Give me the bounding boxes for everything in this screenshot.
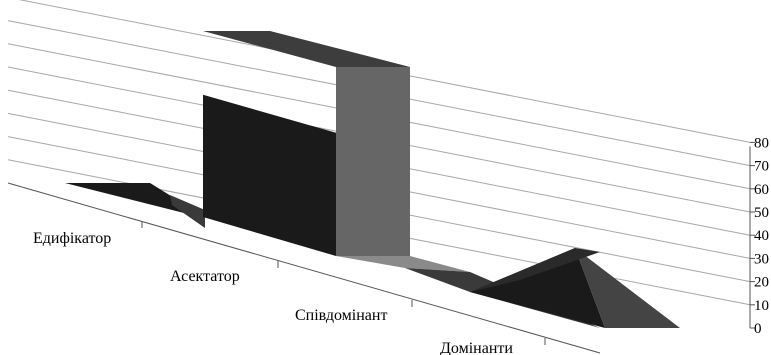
category-label: Співдомінант [295, 307, 387, 324]
y-tick-label: 60 [754, 182, 769, 198]
category-label: Асектатор [170, 268, 240, 285]
series-1-ribbon [65, 183, 205, 217]
y-tick-label: 20 [754, 275, 769, 291]
series-1-block-top [203, 31, 410, 67]
data-marks [65, 31, 680, 328]
labels: 0 10 20 30 40 50 60 70 80 Едифікатор Асектатор Спів… [33, 135, 769, 355]
series-1-ribbon-shade [170, 195, 205, 228]
y-tick-label: 50 [754, 205, 769, 221]
y-tick-label: 70 [754, 159, 769, 175]
series-2-peak-top [470, 248, 600, 292]
series-2-peak-front [470, 248, 605, 328]
category-label: Едифікатор [33, 230, 111, 247]
axes [7, 141, 755, 354]
y-tick-label: 80 [754, 135, 769, 151]
x-axis [7, 182, 601, 354]
y-tick-label: 10 [754, 298, 769, 314]
series-2-peak-side [575, 248, 680, 328]
series-1-block-side [336, 67, 410, 256]
series-1-block-front [203, 94, 336, 256]
y-tick-label: 40 [754, 228, 769, 244]
y-tick-label: 30 [754, 251, 769, 267]
category-label: Домінанти [440, 340, 513, 355]
series-1-ribbon-2 [336, 256, 470, 272]
y-tick-label: 0 [754, 321, 762, 337]
